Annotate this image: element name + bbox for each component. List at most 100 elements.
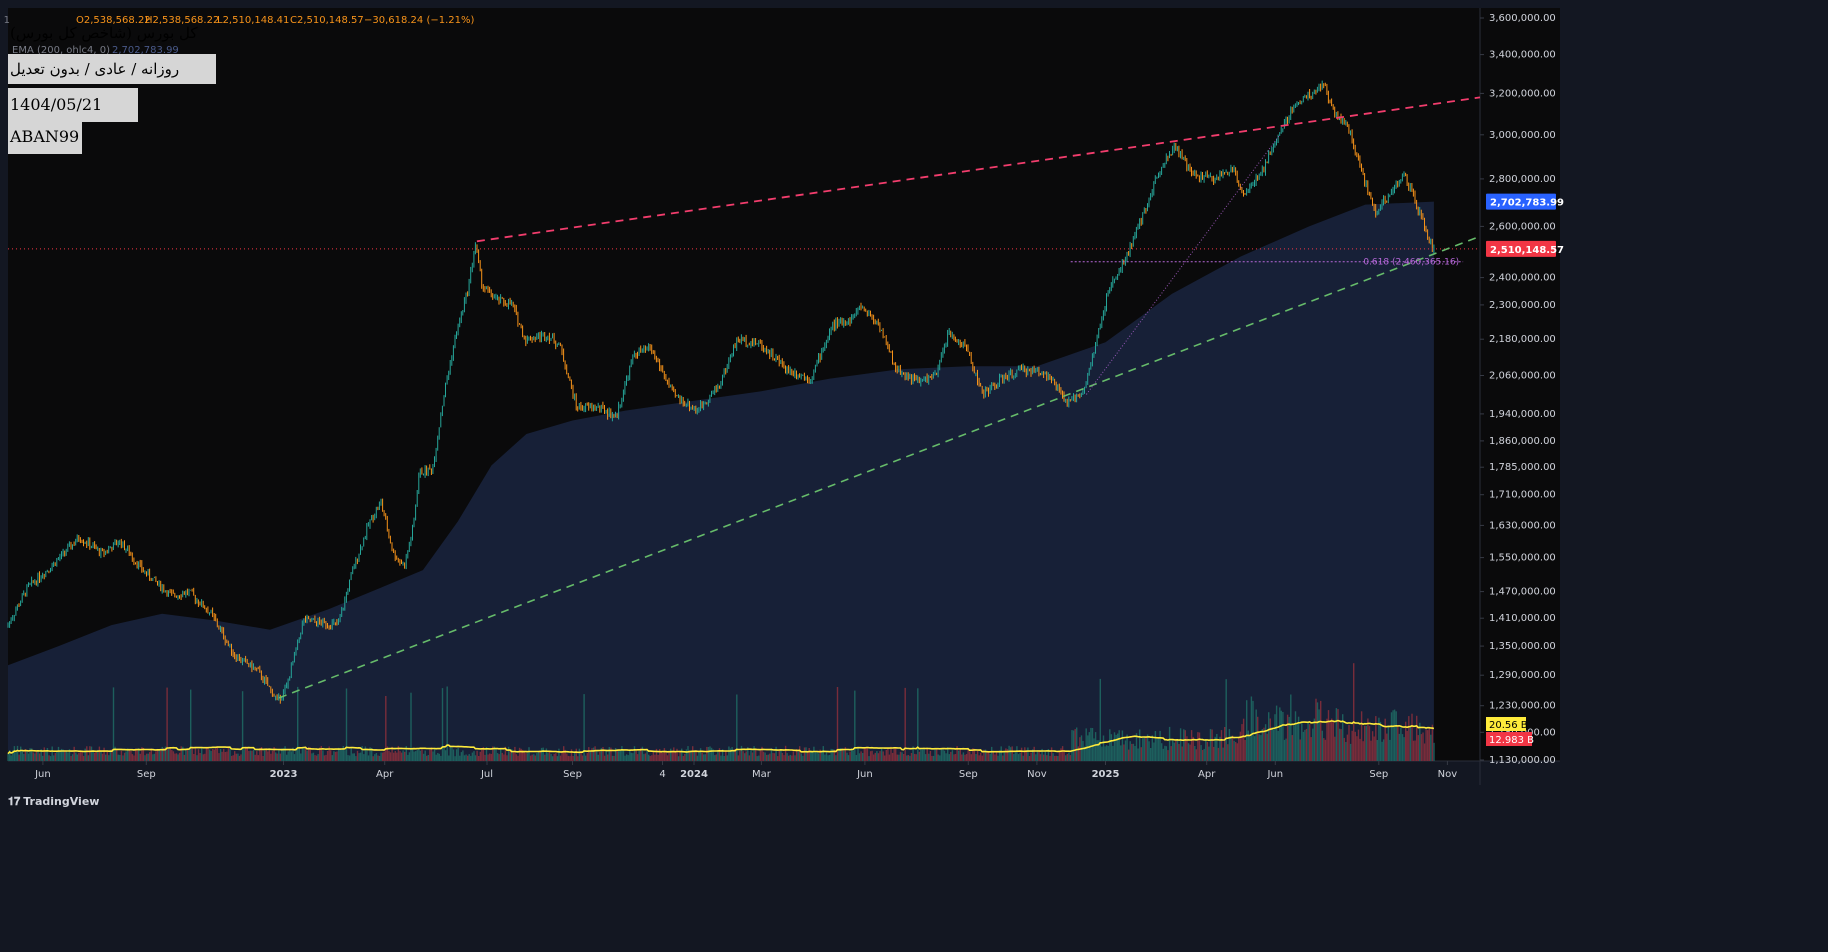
volume-bar: [953, 754, 955, 761]
overlay-title: کل بورس (شاخص کل بورس): [10, 24, 198, 42]
volume-bar: [1028, 756, 1031, 761]
volume-bar: [1242, 718, 1245, 761]
volume-bar: [127, 748, 129, 761]
volume-bar: [345, 688, 348, 761]
volume-bar: [833, 749, 836, 761]
volume-bar: [320, 746, 322, 761]
volume-bar: [1283, 739, 1286, 761]
volume-bar: [1024, 747, 1026, 761]
volume-bar: [136, 750, 138, 761]
volume-bar: [163, 747, 165, 761]
volume-bar: [1190, 730, 1193, 761]
volume-bar: [755, 749, 757, 761]
volume-bar: [37, 750, 39, 761]
volume-bar: [687, 746, 689, 761]
price-tick-label: 2,180,000.00: [1489, 334, 1556, 345]
volume-bar: [221, 751, 223, 761]
volume-bar: [271, 750, 274, 761]
volume-bar: [563, 746, 565, 761]
volume-bar: [1115, 734, 1117, 761]
volume-bar: [1304, 729, 1306, 761]
volume-bar: [964, 754, 966, 761]
volume-bar: [770, 748, 773, 761]
volume-bar: [1345, 742, 1347, 761]
volume-bar: [422, 753, 425, 761]
volume-bar: [947, 747, 949, 761]
volume-bar: [62, 749, 64, 761]
tradingview-logo[interactable]: 𝟏𝟕 TradingView: [8, 795, 99, 809]
volume-bar: [23, 753, 25, 761]
volume-bar: [599, 751, 601, 761]
volume-bar: [1020, 747, 1023, 761]
tradingview-logo-text: TradingView: [23, 795, 100, 808]
volume-bar: [1346, 734, 1349, 761]
volume-bar: [978, 755, 980, 761]
volume-bar: [150, 748, 152, 761]
volume-bar: [596, 750, 598, 761]
volume-bar: [1247, 730, 1249, 761]
volume-bar: [123, 752, 126, 761]
price-tick-label: 3,400,000.00: [1489, 50, 1556, 61]
volume-bar: [1213, 746, 1215, 761]
volume-bar: [769, 753, 771, 761]
legend-symbol: 1 بورس 1D: [0, 15, 10, 26]
volume-bar: [460, 752, 463, 761]
volume-bar: [726, 755, 728, 761]
volume-bar: [937, 754, 939, 761]
volume-bar: [1301, 723, 1303, 761]
volume-bar: [1187, 743, 1190, 761]
price-tick-label: 1,550,000.00: [1489, 553, 1556, 564]
overlay-chart-type: روزانه / عادی / بدون تعدیل: [8, 54, 216, 84]
volume-bar: [367, 755, 370, 761]
volume-bar: [1338, 728, 1341, 761]
volume-bar: [1360, 711, 1363, 761]
volume-bar: [970, 754, 972, 761]
volume-bar: [644, 753, 647, 761]
volume-bar: [297, 686, 299, 761]
volume-bar: [138, 748, 140, 761]
volume-bar: [334, 751, 337, 761]
volume-bar: [745, 751, 747, 761]
volume-bar: [56, 750, 58, 761]
volume-bar: [1186, 736, 1188, 761]
volume-bar: [251, 750, 253, 761]
volume-bar: [1277, 730, 1279, 761]
volume-bar: [416, 750, 418, 761]
volume-bar: [1027, 747, 1029, 761]
volume-bar: [852, 750, 854, 761]
volume-bar: [1274, 714, 1276, 761]
volume-bar: [120, 750, 123, 761]
volume-bar: [795, 749, 798, 761]
volume-bar: [633, 746, 636, 761]
volume-bar: [515, 754, 518, 761]
volume-bar: [1022, 755, 1024, 761]
volume-bar: [775, 746, 777, 761]
volume-bar: [1398, 733, 1401, 761]
price-tick-label: 1,410,000.00: [1489, 613, 1556, 624]
volume-bar: [877, 753, 880, 761]
price-tick-label: 1,350,000.00: [1489, 641, 1556, 652]
volume-bar: [133, 755, 135, 761]
volume-bar: [663, 748, 666, 761]
volume-bar: [410, 692, 412, 761]
volume-bar: [444, 750, 447, 761]
volume-bar: [1312, 728, 1314, 761]
volume-bar: [638, 751, 640, 761]
volume-bar: [1401, 734, 1404, 761]
price-axis-area[interactable]: [1480, 8, 1560, 761]
price-chart[interactable]: 0.618 (2,460,365.16) 3,600,000.00 3,400,0…: [0, 0, 1568, 817]
chart-container[interactable]: 0.618 (2,460,365.16) 3,600,000.00 3,400,0…: [0, 0, 1568, 817]
volume-bar: [183, 754, 186, 761]
volume-bar: [1227, 744, 1229, 761]
volume-bar: [780, 749, 782, 761]
volume-bar: [1222, 747, 1224, 761]
volume-bar: [1371, 731, 1374, 761]
volume-bar: [1220, 730, 1223, 761]
volume-bar: [731, 747, 733, 761]
volume-bar: [281, 748, 283, 761]
volume-bar: [1098, 740, 1100, 761]
volume-bar: [232, 755, 234, 761]
volume-bar: [20, 746, 22, 761]
volume-bar: [958, 750, 960, 761]
volume-bar: [778, 750, 780, 761]
